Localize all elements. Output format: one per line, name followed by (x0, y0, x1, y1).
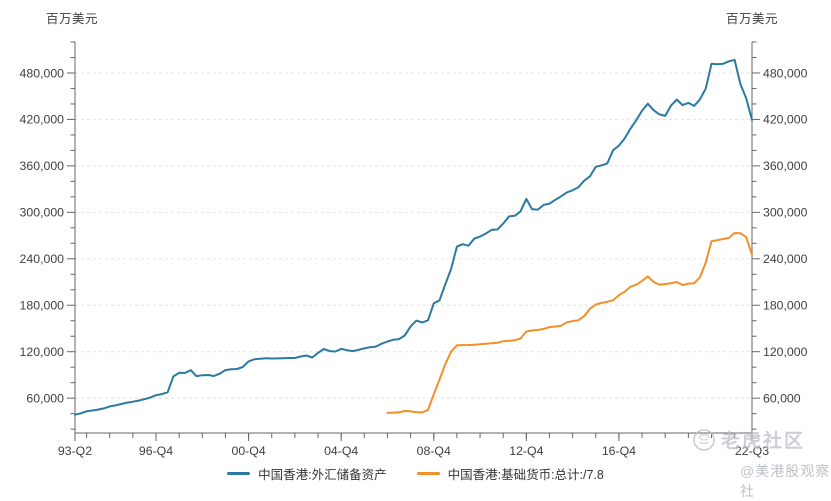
legend-line-swatch-orange (416, 472, 440, 475)
plot-svg: 60,000 60,000 120,000 120,000 180,000 180,000… (20, 41, 808, 458)
svg-text:180,000: 180,000 (763, 299, 808, 313)
svg-text:12-Q4: 12-Q4 (509, 444, 543, 458)
legend-line-swatch-blue (227, 472, 251, 475)
svg-text:360,000: 360,000 (763, 159, 808, 173)
legend-label-fx-reserves: 中国香港:外汇储备资产 (258, 468, 387, 482)
svg-text:93-Q2: 93-Q2 (58, 444, 92, 458)
svg-text:420,000: 420,000 (763, 113, 808, 127)
svg-text:240,000: 240,000 (763, 252, 808, 266)
svg-text:420,000: 420,000 (20, 113, 65, 127)
svg-text:480,000: 480,000 (763, 66, 808, 80)
legend-item-fx-reserves: 中国香港:外汇储备资产 (227, 464, 387, 483)
svg-text:60,000: 60,000 (26, 391, 64, 405)
legend-item-monetary-base: 中国香港:基础货币:总计:/7.8 (416, 464, 604, 483)
svg-text:300,000: 300,000 (20, 206, 65, 220)
svg-text:360,000: 360,000 (20, 159, 65, 173)
svg-text:120,000: 120,000 (763, 345, 808, 359)
svg-text:16-Q4: 16-Q4 (602, 444, 636, 458)
legend-label-monetary-base: 中国香港:基础货币:总计:/7.8 (447, 468, 604, 482)
svg-text:240,000: 240,000 (20, 252, 65, 266)
svg-text:00-Q4: 00-Q4 (231, 444, 265, 458)
svg-text:22-Q3: 22-Q3 (735, 444, 769, 458)
svg-text:08-Q4: 08-Q4 (417, 444, 451, 458)
svg-text:480,000: 480,000 (20, 66, 65, 80)
svg-text:300,000: 300,000 (763, 206, 808, 220)
chart-container: 60,000 60,000 120,000 120,000 180,000 180,000… (0, 12, 831, 499)
svg-text:04-Q4: 04-Q4 (324, 444, 358, 458)
legend: 中国香港:外汇储备资产 中国香港:基础货币:总计:/7.8 (0, 464, 831, 483)
y-axis-unit-left: 百万美元 (46, 12, 99, 26)
svg-text:120,000: 120,000 (20, 345, 65, 359)
y-axis-unit-right: 百万美元 (726, 12, 779, 26)
svg-text:180,000: 180,000 (20, 299, 65, 313)
svg-text:60,000: 60,000 (763, 391, 801, 405)
svg-text:96-Q4: 96-Q4 (139, 444, 173, 458)
